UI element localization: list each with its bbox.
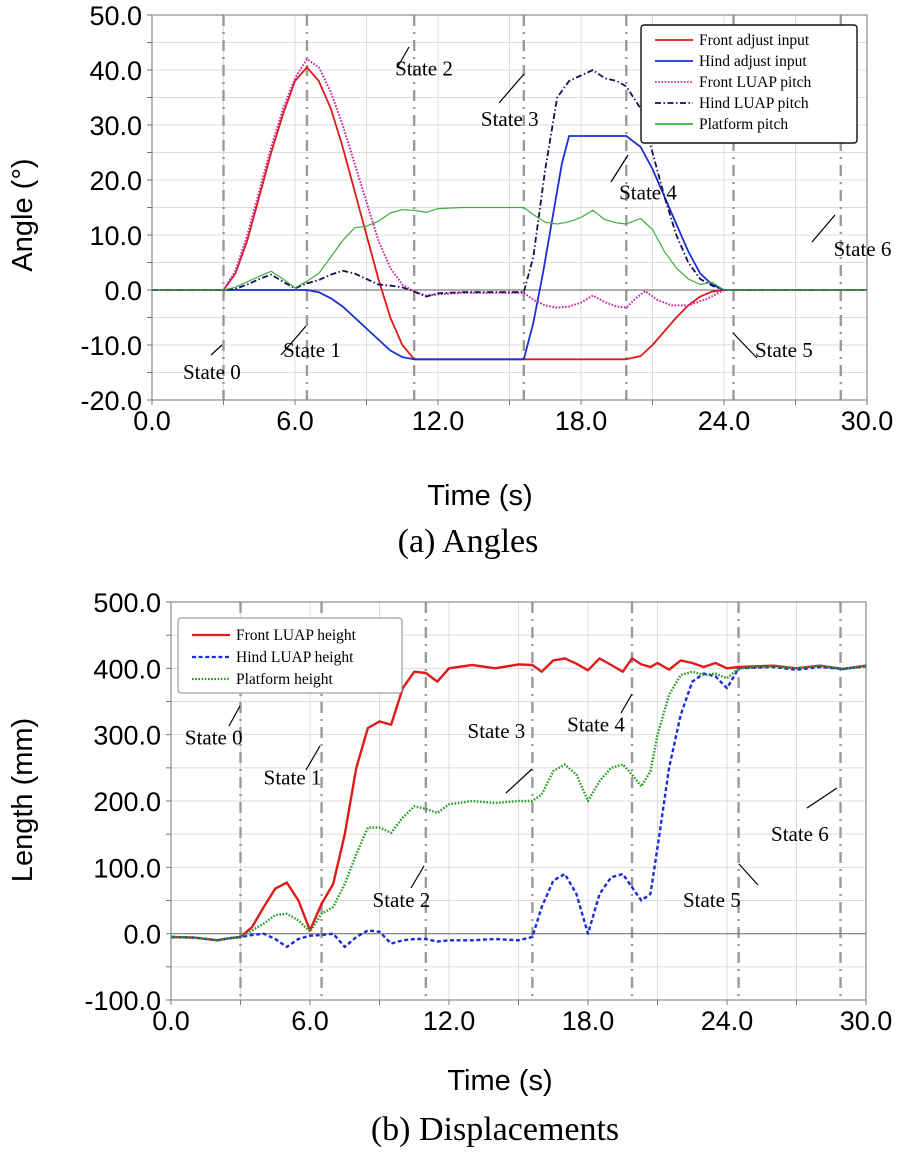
angles-series [152, 58, 867, 361]
angles-chart: 50.040.030.020.010.00.0-10.0-20.00.0 6.0 1… [7, 1, 893, 560]
annotation-leader-line [280, 325, 307, 356]
legend-entry: Platform height [236, 671, 334, 688]
y-tick-label: 300.0 [93, 721, 161, 751]
y-tick-label: -10.0 [80, 331, 142, 361]
legend-entry: Front LUAP height [236, 627, 357, 644]
displacements-annotations: State 0 State 1 State 2 State 3 State 4 State… [185, 693, 838, 912]
annotation-leader-line [620, 693, 633, 714]
x-tick-label: 0.0 [133, 406, 171, 436]
state-annotation: State 4 [567, 712, 625, 736]
series-hind-luap-height [170, 665, 867, 949]
y-tick-label: 0.0 [123, 920, 161, 950]
annotation-leader-line [811, 214, 836, 243]
x-tick-label: 6.0 [291, 1006, 329, 1036]
displacements-legend: Front LUAP height Hind LUAP height Platfor… [177, 617, 403, 694]
annotation-leader-line [396, 46, 410, 69]
angles-x-axis-label: Time (s) [427, 480, 532, 512]
y-tick-label: 50.0 [89, 1, 142, 31]
y-tick-label: -20.0 [80, 386, 142, 416]
x-tick-label: 0.0 [152, 1006, 190, 1036]
series-front-adjust-input [152, 66, 867, 361]
legend-entry: Front LUAP pitch [699, 74, 811, 91]
x-tick-label: 24.0 [701, 1006, 754, 1036]
annotation-leader-line [410, 865, 425, 889]
x-tick-label: 30.0 [840, 1006, 893, 1036]
legend-entry: Platform pitch [699, 116, 788, 133]
legend-entry: Hind LUAP height [236, 649, 354, 666]
x-tick-label: 18.0 [555, 406, 608, 436]
angles-legend: Front adjust input Hind adjust input Front… [640, 24, 858, 144]
legend-box [177, 617, 403, 694]
annotation-leader-line [610, 154, 629, 183]
y-tick-label: 10.0 [89, 221, 142, 251]
angles-tick-labels: 50.040.030.020.010.00.0-10.0-20.00.0 6.0 1… [80, 1, 893, 436]
annotation-leader-line [498, 73, 525, 104]
displacements-caption: (b) Displacements [371, 1111, 619, 1148]
x-tick-label: 12.0 [412, 406, 465, 436]
state-annotation: State 3 [481, 107, 539, 131]
state-annotation: State 2 [373, 888, 431, 912]
y-tick-label: 500.0 [93, 588, 161, 618]
annotation-leader-line [210, 344, 223, 356]
y-tick-label: 30.0 [89, 111, 142, 141]
angles-caption: (a) Angles [398, 523, 539, 560]
series-platform-pitch [152, 206, 867, 291]
x-tick-label: 12.0 [423, 1006, 476, 1036]
displacements-x-axis-label: Time (s) [447, 1065, 552, 1097]
series-front-luap-height [170, 657, 867, 942]
y-tick-label: 100.0 [93, 853, 161, 883]
annotation-leader-line [505, 768, 533, 794]
legend-entry: Hind adjust input [699, 53, 807, 70]
legend-box [640, 24, 858, 144]
x-tick-label: 24.0 [698, 406, 751, 436]
state-annotation: State 0 [183, 360, 241, 384]
y-tick-label: 200.0 [93, 787, 161, 817]
annotation-leader-line [732, 332, 758, 359]
state-annotation: State 6 [771, 822, 829, 846]
state-annotation: State 2 [395, 57, 453, 81]
angles-y-axis-label: Angle (°) [7, 158, 39, 271]
annotation-leader-line [228, 705, 241, 727]
state-annotation: State 5 [755, 338, 813, 362]
state-annotation: State 0 [185, 726, 243, 750]
y-tick-label: 20.0 [89, 166, 142, 196]
angles-annotations: State 0 State 1 State 2 State 3 State 4 State… [183, 46, 892, 384]
legend-entry: Front adjust input [699, 32, 810, 49]
series-platform-height [170, 664, 867, 942]
series-hind-luap-pitch [152, 69, 867, 298]
displacements-axes [166, 601, 867, 1005]
displacements-y-axis-label: Length (mm) [7, 718, 39, 882]
state-annotation: State 3 [468, 719, 526, 743]
x-tick-label: 18.0 [562, 1006, 615, 1036]
state-annotation: State 4 [619, 180, 677, 204]
annotation-leader-line [806, 787, 838, 809]
state-annotation: State 6 [834, 237, 892, 261]
x-tick-label: 30.0 [841, 406, 894, 436]
annotation-leader-line [738, 863, 759, 886]
y-tick-label: 400.0 [93, 654, 161, 684]
series-front-luap-pitch [152, 58, 867, 309]
annotation-leader-line [305, 745, 321, 771]
y-tick-label: -100.0 [84, 986, 161, 1016]
state-annotation: State 1 [264, 765, 322, 789]
series-hind-adjust-input [152, 135, 867, 361]
state-annotation: State 5 [683, 888, 741, 912]
y-tick-label: 0.0 [104, 276, 142, 306]
state-annotation: State 1 [283, 338, 341, 362]
displacements-series [170, 657, 867, 949]
y-tick-label: 40.0 [89, 56, 142, 86]
legend-entry: Hind LUAP pitch [699, 95, 809, 112]
x-tick-label: 6.0 [276, 406, 314, 436]
